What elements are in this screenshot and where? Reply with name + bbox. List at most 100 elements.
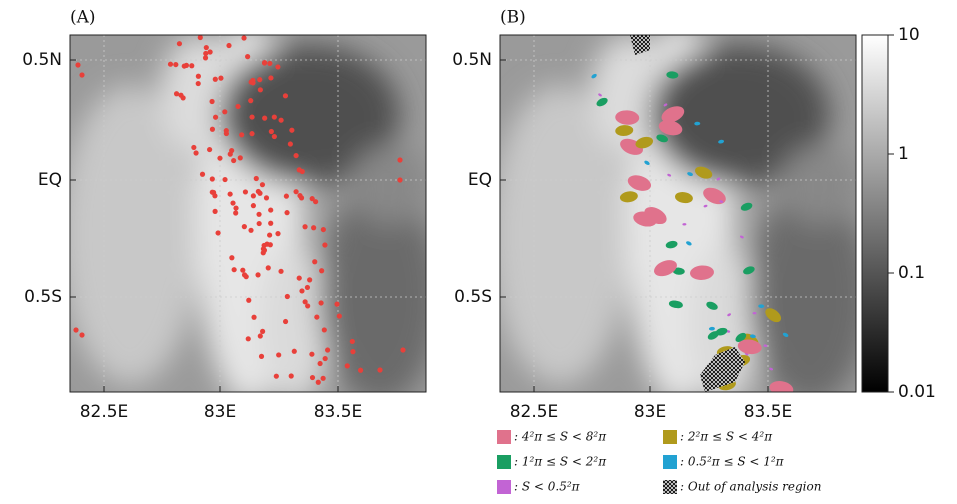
legend-label: : 4²π ≤ S < 8²π: [514, 430, 607, 444]
cloud-dot: [249, 131, 255, 137]
cloud-blob: [619, 191, 638, 203]
cloud-dot: [253, 175, 259, 182]
cloud-dot: [307, 277, 313, 283]
x-tick-label: 82.5E: [510, 402, 559, 422]
cloud-dot: [297, 193, 303, 199]
cloud-dot: [334, 301, 340, 307]
legend-label: : Out of analysis region: [680, 480, 821, 494]
x-tick-label: 82.5E: [80, 402, 129, 422]
cloud-blob: [716, 177, 721, 181]
cloud-dot: [230, 200, 236, 206]
cloud-dot: [227, 191, 233, 197]
cloud-blob: [667, 173, 672, 177]
cloud-dot: [311, 225, 317, 231]
cloud-dot: [267, 242, 273, 248]
cloud-dot: [262, 59, 268, 66]
cloud-dot: [322, 355, 328, 362]
y-tick-label: 0.5S: [454, 287, 492, 307]
cloud-dot: [212, 114, 219, 120]
cloud-dot: [336, 313, 342, 319]
cloud-dot: [268, 128, 274, 135]
cloud-dot: [282, 93, 289, 99]
cloud-blob: [674, 192, 693, 204]
cloud-dot: [210, 189, 217, 196]
cloud-blob: [703, 204, 708, 208]
cloud-dot: [256, 211, 262, 217]
cloud-dot: [302, 299, 308, 305]
cloud-dot: [320, 226, 326, 233]
cloud-blob: [658, 120, 683, 136]
cloud-blob: [656, 134, 668, 143]
cloud-blob: [665, 240, 678, 249]
cloud-dot: [178, 92, 184, 98]
cloud-blob: [672, 267, 685, 275]
cloud-dot: [313, 199, 319, 205]
legend-swatch: [497, 480, 511, 494]
cloud-blob: [615, 125, 634, 136]
cloud-dot: [195, 73, 201, 79]
legend-swatch: [663, 480, 677, 494]
cloud-dot: [278, 117, 284, 123]
cloud-dot: [296, 167, 302, 173]
cloud-dot: [75, 62, 81, 68]
legend-label: : S < 0.5²π: [514, 480, 581, 494]
cloud-blob: [663, 103, 668, 107]
cloud-blob: [633, 211, 657, 227]
cloud-dot: [241, 224, 247, 230]
legend-swatch: [663, 430, 677, 444]
cloud-image: [490, 25, 870, 405]
x-tick-label: 83.5E: [314, 402, 363, 422]
cloud-dot: [344, 363, 350, 369]
cloud-dot: [245, 336, 251, 342]
cloud-dot: [276, 352, 282, 358]
cloud-dot: [191, 144, 197, 151]
y-tick-label: 0.5S: [24, 287, 62, 307]
cloud-dot: [222, 176, 228, 183]
cloud-dot: [320, 375, 326, 381]
cloud-dot: [173, 61, 179, 68]
cloud-blob: [735, 332, 747, 343]
cloud-dot: [284, 210, 290, 216]
panel-label: (A): [70, 8, 96, 28]
cloud-dot: [319, 268, 325, 274]
cloud-blob: [737, 339, 762, 355]
cloud-blob: [740, 202, 753, 211]
cloud-dot: [209, 176, 215, 182]
cloud-dot: [315, 379, 321, 385]
cloud-dot: [255, 272, 261, 278]
cloud-dot: [243, 274, 249, 280]
cloud-dot: [79, 332, 85, 338]
x-tick-label: 83E: [634, 402, 666, 422]
cloud-blob: [654, 260, 677, 277]
cloud-dot: [317, 360, 323, 367]
cloud-blob: [749, 334, 756, 339]
cloud-dot: [226, 42, 232, 49]
legend-label: : 1²π ≤ S < 2²π: [514, 455, 607, 469]
colorbar-tick-label: 0.1: [898, 263, 925, 283]
cloud-dot: [318, 300, 324, 306]
legend-label: : 0.5²π ≤ S < 1²π: [680, 455, 785, 469]
cloud-dot: [271, 133, 277, 140]
cloud-blob: [661, 106, 685, 123]
cloud-blob: [743, 266, 755, 275]
cloud-dot: [262, 115, 268, 121]
cloud-dot: [265, 265, 271, 271]
cloud-dot: [227, 151, 233, 157]
cloud-dot: [275, 64, 281, 70]
cloud-blob: [686, 241, 692, 246]
cloud-dot: [199, 171, 206, 177]
cloud-dot: [309, 196, 315, 202]
cloud-dot: [278, 268, 284, 274]
cloud-blob: [752, 311, 757, 315]
cloud-dot: [203, 50, 209, 57]
cloud-dot: [287, 141, 293, 147]
panel-frame: [69, 34, 427, 393]
out-region: [630, 35, 650, 55]
cloud-dot: [242, 189, 249, 195]
cloud-dot: [202, 55, 209, 61]
cloud-dot: [245, 54, 251, 60]
cloud-dot: [350, 349, 356, 355]
x-tick-label: 83.5E: [744, 402, 793, 422]
cloud-dot: [296, 275, 302, 281]
legend-swatch: [663, 455, 677, 469]
